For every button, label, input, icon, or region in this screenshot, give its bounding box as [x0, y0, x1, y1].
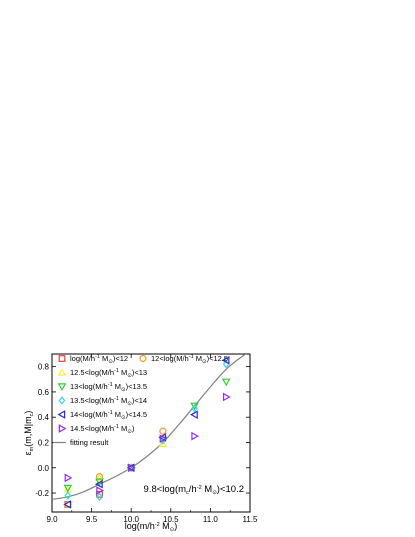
data-point	[159, 427, 167, 435]
data-point	[221, 356, 230, 365]
data-point	[63, 500, 72, 509]
data-point	[221, 378, 231, 387]
data-point	[190, 402, 199, 411]
fit-curve	[52, 354, 247, 500]
y-tick-label: 0.4	[38, 413, 50, 422]
legend-marker	[57, 410, 66, 419]
data-point	[64, 491, 72, 500]
legend: log(M/h-1​ M⊙​)<12 12<log(M/h-1​ M⊙​)<12.…	[53, 354, 228, 447]
legend-label: 12.5<log(M/h-1​ M⊙​)<13	[70, 368, 147, 379]
data-point	[159, 434, 168, 444]
legend-marker	[57, 367, 67, 376]
legend-item: 13.5<log(M/h-1​ M⊙​)<14	[58, 396, 147, 407]
legend-marker	[57, 383, 67, 392]
legend-marker	[58, 355, 66, 362]
legend-item: 12<log(M/h-1​ M⊙​)<12.5	[139, 354, 228, 365]
data-point	[94, 479, 103, 489]
data-point	[223, 392, 231, 402]
axis-ticks: 9.0 9.5 10.0 10.5 11.0 11.5 -0.2 0.0 0.2 0.4 0.6 0.…	[35, 354, 258, 524]
data-point	[158, 439, 168, 447]
x-tick-label: 11.5	[243, 515, 259, 524]
data-point	[96, 492, 103, 502]
legend-label-fit: fitting result	[70, 438, 109, 447]
data-point	[96, 486, 105, 495]
x-tick-label: 10.5	[163, 515, 179, 524]
y-tick-label: 0.2	[38, 438, 50, 447]
data-point	[63, 484, 73, 493]
data-point	[191, 404, 198, 413]
legend-marker	[139, 354, 147, 363]
legend-label: 14<log(M/h-1​ M⊙​)<14.5	[70, 410, 147, 421]
y-tick-label: 0.8	[38, 363, 50, 372]
legend-marker	[58, 424, 67, 433]
fit-layer	[52, 354, 247, 500]
legend-item-fit: fitting result	[53, 438, 109, 447]
series-7	[64, 392, 231, 495]
legend-label: 12<log(M/h-1​ M⊙​)<12.5	[151, 354, 228, 365]
legend-label: log(M/h-1​ M⊙​)<12	[70, 354, 128, 365]
y-axis-label: εm​(m,M|mc​)	[23, 411, 35, 456]
y-tick-label: 0.0	[38, 464, 50, 473]
data-point	[190, 410, 198, 419]
data-point	[127, 463, 136, 473]
x-tick-label: 9.5	[86, 515, 98, 524]
legend-label: 13.5<log(M/h-1​ M⊙​)<14	[70, 396, 147, 407]
legend-label: 13<log(M/h-1​ M⊙​)<13.5	[70, 382, 147, 393]
x-tick-label: 9.0	[46, 515, 58, 524]
legend-item: 14.5<log(M/h-1​ M⊙​)	[58, 424, 135, 435]
y-tick-label: 0.6	[38, 388, 50, 397]
legend-item: 14<log(M/h-1​ M⊙​)<14.5	[57, 410, 147, 421]
condition-annotation: 9.8<log(mc​/h-2​ M⊙​)<10.2	[144, 484, 244, 496]
points-layer	[63, 356, 231, 509]
data-point	[64, 473, 73, 483]
legend-marker	[58, 396, 66, 405]
legend-item: 12.5<log(M/h-1​ M⊙​)<13	[57, 367, 147, 379]
data-point	[158, 433, 167, 442]
x-tick-label: 11.0	[203, 515, 219, 524]
legend-label: 14.5<log(M/h-1​ M⊙​)	[70, 424, 135, 435]
data-point	[191, 431, 200, 441]
y-tick-label: -0.2	[35, 489, 49, 498]
x-axis-label: log(m/h-2​ M⊙​)	[125, 521, 178, 533]
data-point	[95, 473, 104, 482]
legend-item: log(M/h-1​ M⊙​)<12	[58, 354, 128, 365]
x-tick-label: 10.0	[123, 515, 139, 524]
legend-item: 13<log(M/h-1​ M⊙​)<13.5	[57, 382, 147, 393]
